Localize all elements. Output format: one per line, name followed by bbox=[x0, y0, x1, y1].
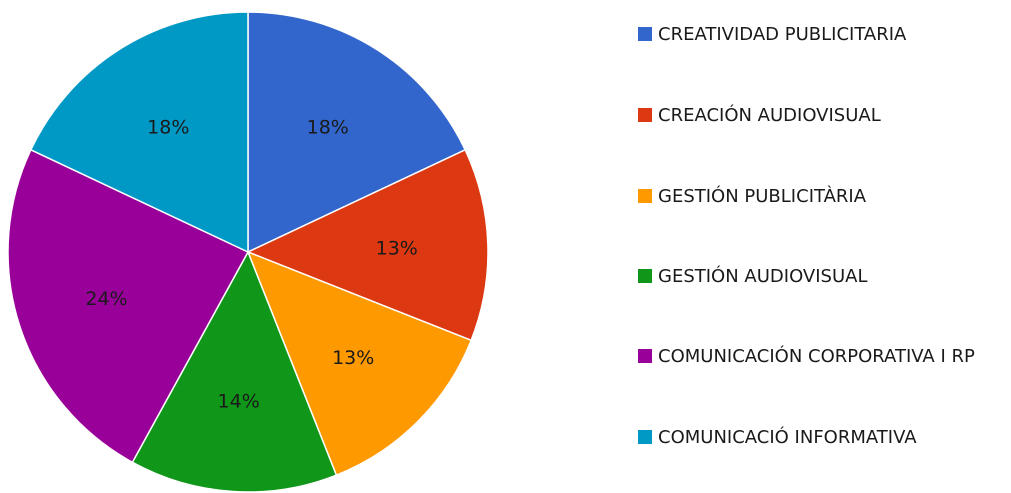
legend-item-comunicacio-informativa: COMUNICACIÓ INFORMATIVA bbox=[638, 425, 998, 451]
legend-swatch bbox=[638, 108, 652, 122]
pie-slice bbox=[246, 250, 473, 477]
legend-swatch bbox=[638, 27, 652, 41]
legend-item-gestion-publicitaria: GESTIÓN PUBLICITÀRIA bbox=[638, 184, 998, 210]
legend-label: COMUNICACIÓ INFORMATIVA bbox=[658, 427, 917, 448]
slice-value-label: 24% bbox=[85, 288, 127, 310]
pie-slice bbox=[7, 148, 250, 464]
legend-label: COMUNICACIÓN CORPORATIVA I RP bbox=[658, 346, 975, 367]
slice-value-label: 13% bbox=[332, 347, 374, 369]
slice-value-label: 13% bbox=[376, 237, 418, 259]
slice-value-label: 18% bbox=[307, 116, 349, 138]
legend-swatch bbox=[638, 189, 652, 203]
pie-slice bbox=[246, 148, 489, 342]
legend-item-creatividad-publicitaria: CREATIVIDAD PUBLICITARIA bbox=[638, 22, 998, 48]
legend-label: GESTIÓN PUBLICITÀRIA bbox=[658, 186, 867, 207]
legend-swatch bbox=[638, 430, 652, 444]
legend-label: CREATIVIDAD PUBLICITARIA bbox=[658, 24, 907, 45]
legend-swatch bbox=[638, 269, 652, 283]
legend-label: CREACIÓN AUDIOVISUAL bbox=[658, 105, 881, 126]
pie-slice bbox=[247, 11, 467, 254]
slice-value-label: 14% bbox=[218, 391, 260, 413]
pie-slice bbox=[29, 11, 249, 254]
pie-chart: 18% 13% 13% 14% 24% 18% bbox=[7, 11, 489, 493]
legend-item-comunicacion-corporativa: COMUNICACIÓN CORPORATIVA I RP bbox=[638, 344, 998, 370]
legend-swatch bbox=[638, 349, 652, 363]
pie-slice bbox=[131, 250, 338, 493]
legend-label: GESTIÓN AUDIOVISUAL bbox=[658, 266, 868, 287]
legend-item-creacion-audiovisual: CREACIÓN AUDIOVISUAL bbox=[638, 103, 998, 129]
legend-item-gestion-audiovisual: GESTIÓN AUDIOVISUAL bbox=[638, 264, 998, 290]
slice-value-label: 18% bbox=[147, 116, 189, 138]
